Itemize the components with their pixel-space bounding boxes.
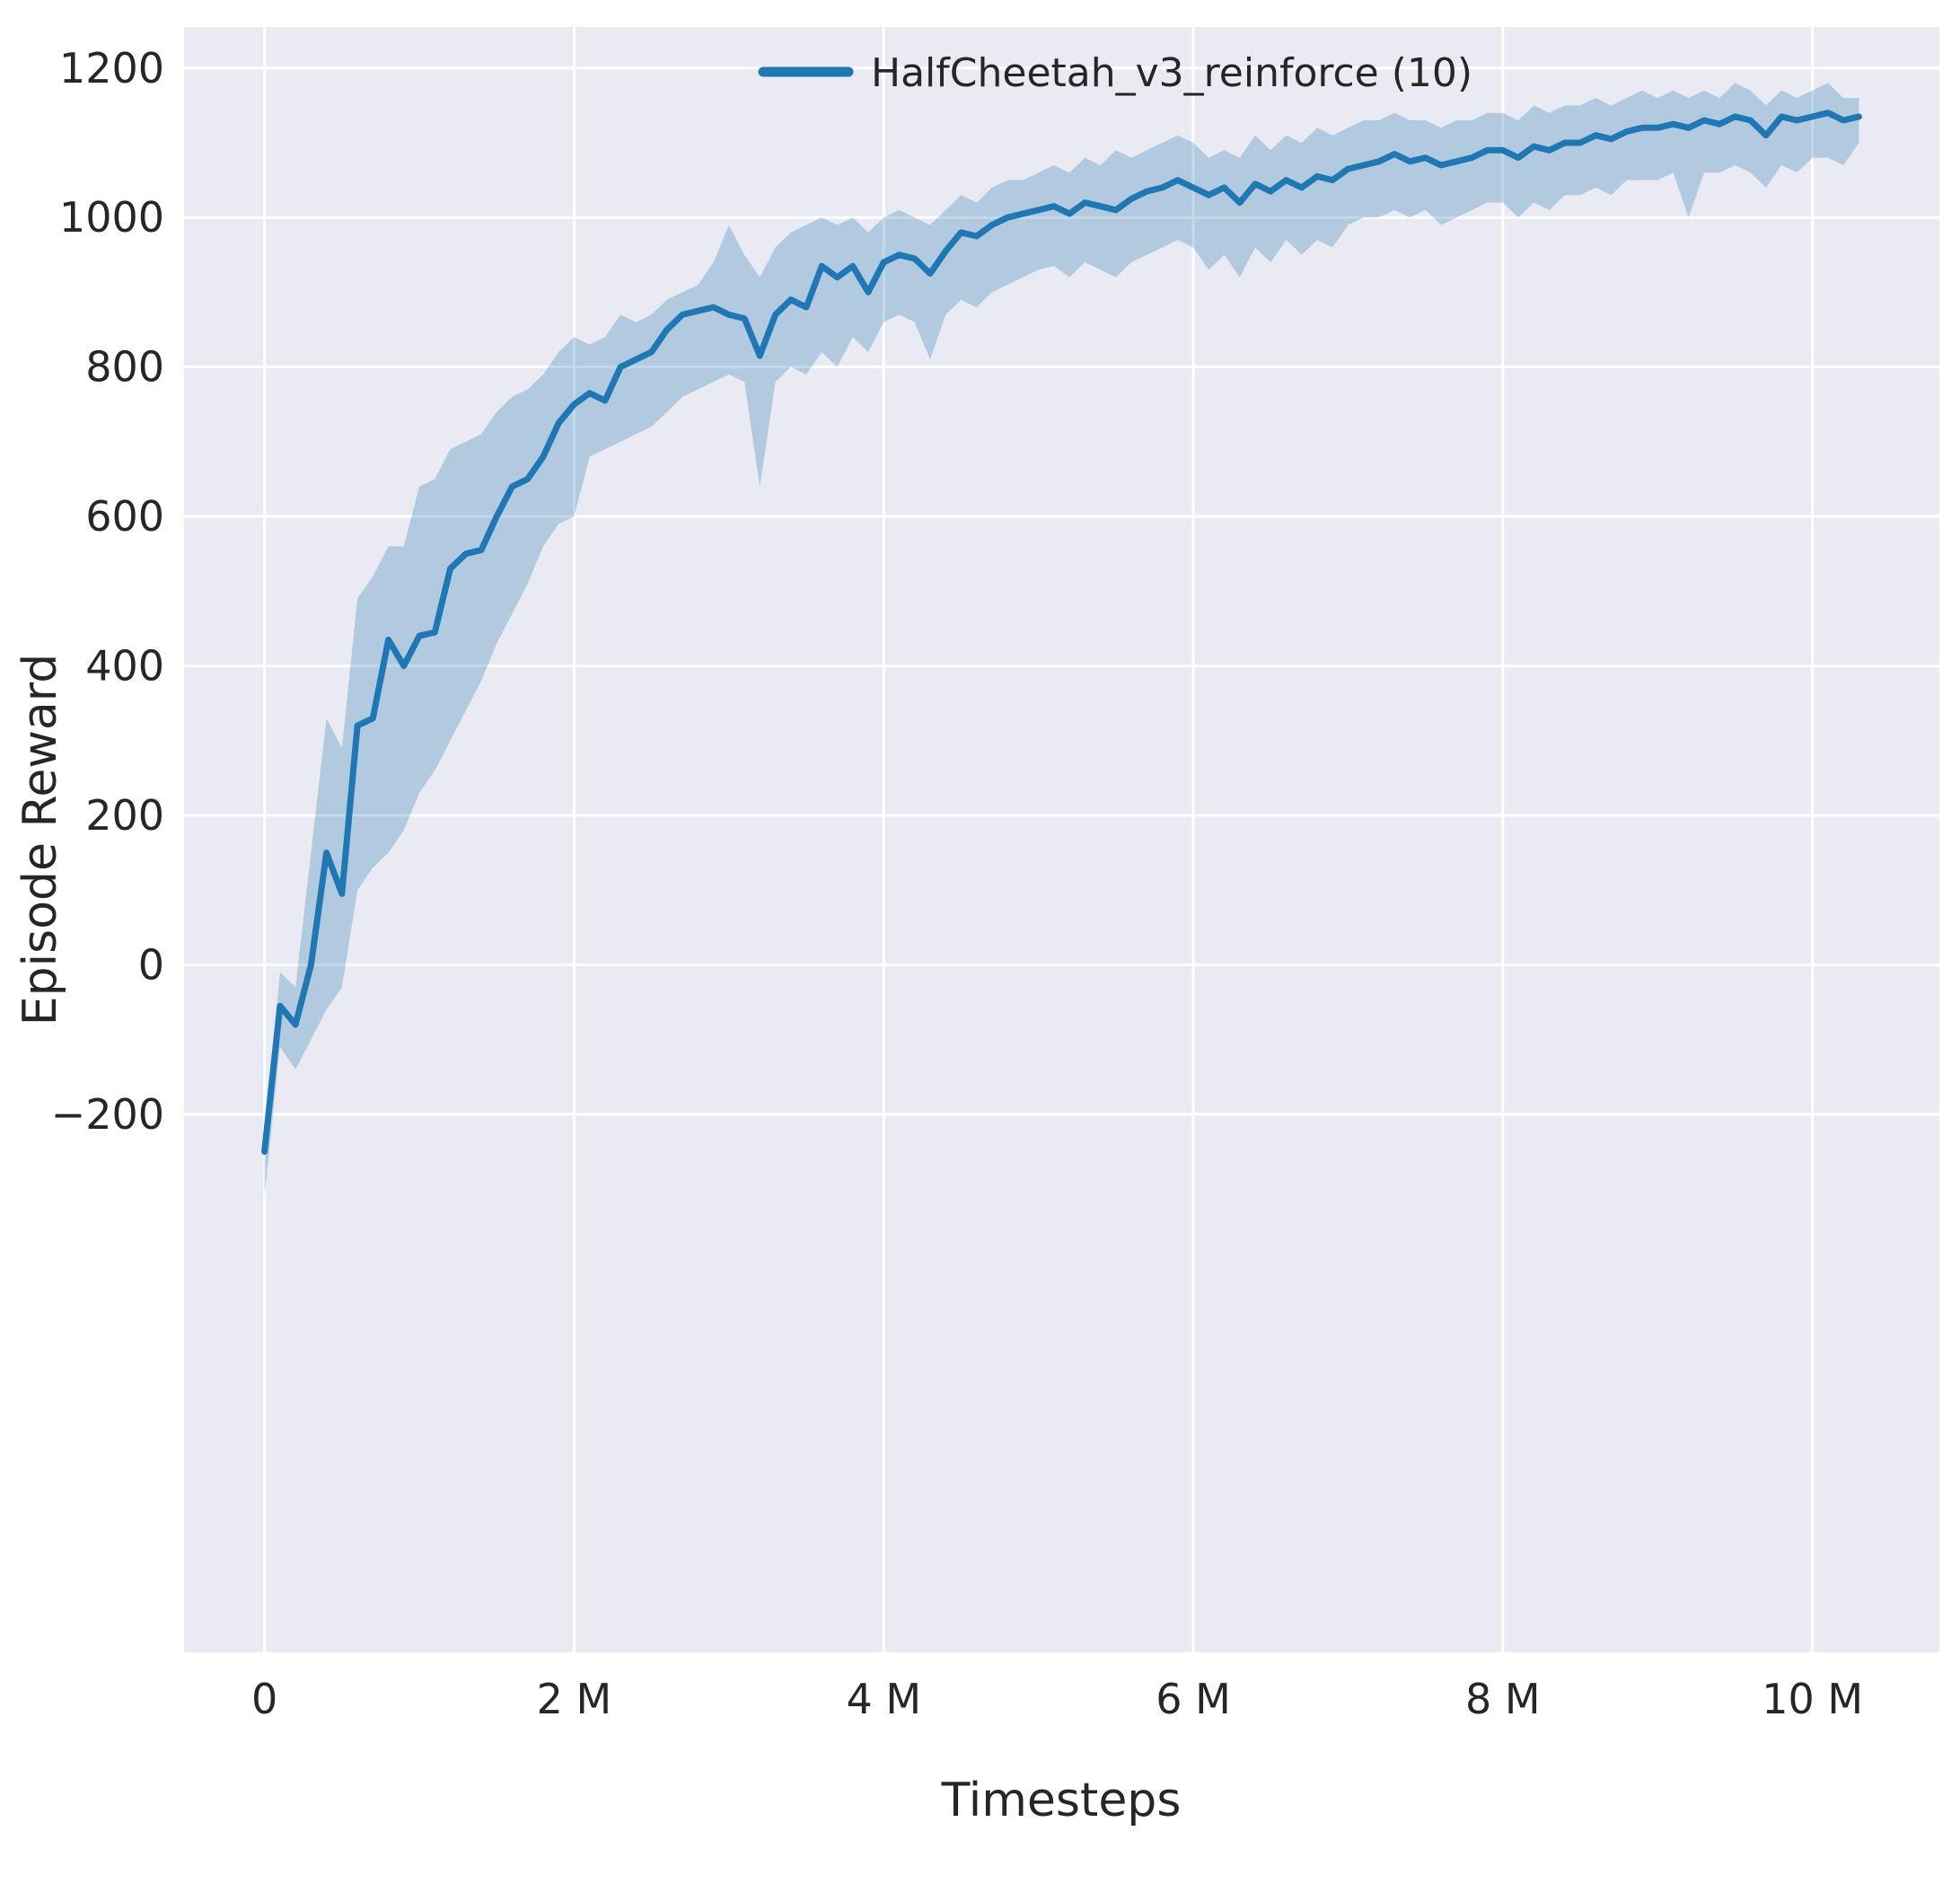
- y-tick-label: 800: [85, 343, 164, 392]
- y-tick-label: 200: [85, 791, 164, 840]
- x-tick-label: 6 M: [1156, 1675, 1231, 1723]
- confidence-band: [264, 83, 1859, 1197]
- gridlines: [184, 27, 1939, 1652]
- x-tick-labels: 0 2 M 4 M 6 M 8 M 10 M: [251, 1675, 1863, 1723]
- x-tick-label: 0: [251, 1675, 277, 1723]
- y-tick-label: 1200: [59, 44, 164, 92]
- x-tick-label: 4 M: [846, 1675, 921, 1723]
- y-tick-labels: −200 0 200 400 600 800 1000 1200: [51, 44, 164, 1139]
- plot-background: [184, 27, 1939, 1652]
- x-tick-label: 2 M: [537, 1675, 612, 1723]
- x-tick-label: 8 M: [1465, 1675, 1541, 1723]
- x-axis-label: Timesteps: [941, 1774, 1182, 1827]
- series-line: [261, 110, 1862, 1155]
- y-axis-label: Episode Reward: [13, 654, 67, 1026]
- y-tick-label: −200: [51, 1090, 164, 1139]
- y-tick-label: 0: [138, 940, 164, 989]
- y-tick-label: 600: [85, 492, 164, 541]
- legend: HalfCheetah_v3_reinforce (10): [758, 50, 1472, 96]
- y-tick-label: 1000: [59, 193, 164, 242]
- legend-label: HalfCheetah_v3_reinforce (10): [871, 50, 1472, 96]
- y-tick-label: 400: [85, 642, 164, 691]
- x-tick-label: 10 M: [1762, 1675, 1863, 1723]
